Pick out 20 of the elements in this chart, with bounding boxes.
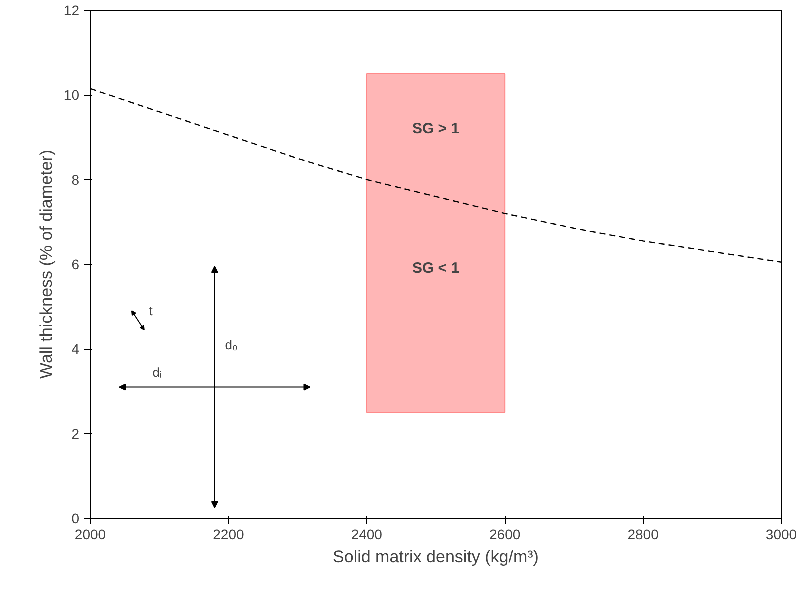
y-tick-label: 10 bbox=[64, 87, 80, 104]
annotation: SG > 1 bbox=[412, 120, 460, 138]
y-tick-label: 2 bbox=[72, 426, 80, 442]
y-axis-title: Wall thickness (% of diameter) bbox=[36, 150, 56, 379]
y-tick-label: 0 bbox=[72, 510, 80, 526]
x-tick-label: 2800 bbox=[628, 526, 660, 542]
y-tick-label: 12 bbox=[64, 2, 80, 18]
y-tick-label: 4 bbox=[72, 341, 80, 358]
annotation: dᵢ bbox=[152, 364, 162, 380]
annotation: SG < 1 bbox=[412, 260, 460, 278]
x-tick-label: 2600 bbox=[490, 526, 521, 542]
annotation: d₀ bbox=[225, 337, 238, 352]
y-tick-label: 8 bbox=[72, 172, 80, 188]
x-axis-title: Solid matrix density (kg/m³) bbox=[333, 548, 539, 566]
annotation: t bbox=[149, 304, 154, 319]
x-tick-label: 2200 bbox=[213, 526, 244, 542]
x-tick-label: 2400 bbox=[351, 526, 383, 542]
y-tick-label: 6 bbox=[72, 256, 80, 272]
x-tick-label: 2000 bbox=[74, 526, 106, 542]
x-tick-label: 3000 bbox=[766, 526, 798, 542]
